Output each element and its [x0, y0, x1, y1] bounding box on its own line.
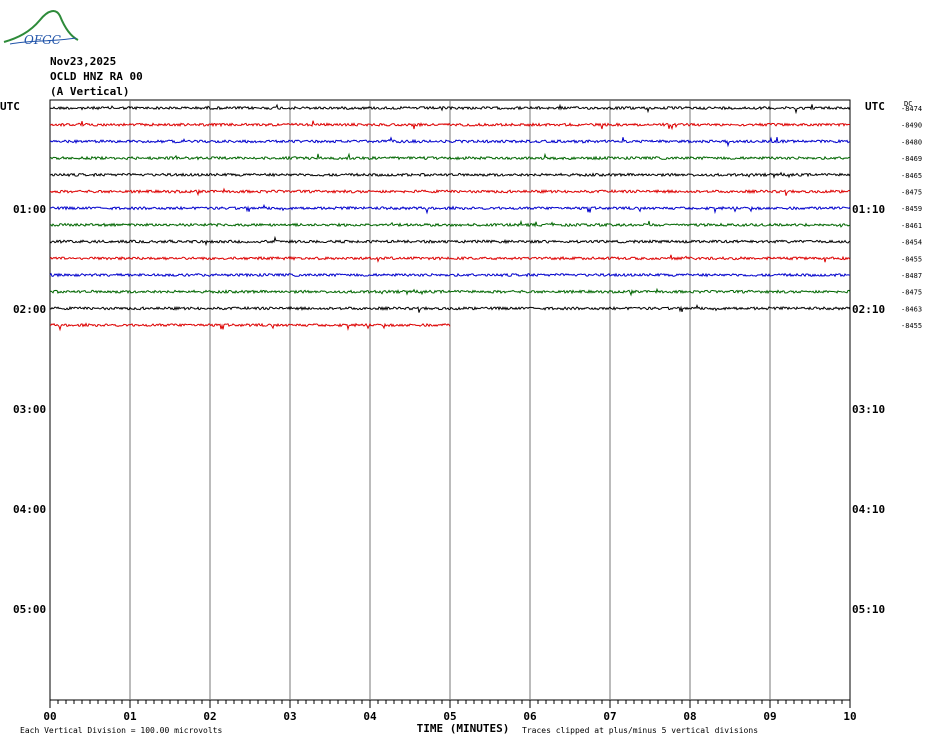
right-time-label: 03:10: [852, 403, 885, 416]
dc-offset-label: -8487: [901, 272, 922, 280]
header-component: (A Vertical): [50, 85, 130, 98]
dc-header: DC: [904, 100, 912, 108]
dc-offset-label: -8461: [901, 222, 922, 230]
x-tick-label: 04: [363, 710, 377, 723]
seismic-trace: [49, 120, 851, 131]
seismic-trace: [49, 219, 851, 228]
dc-offset-label: -8475: [901, 189, 922, 197]
trace-group: [49, 103, 851, 332]
header-station: OCLD HNZ RA 00: [50, 70, 143, 83]
x-tick-label: 09: [763, 710, 776, 723]
logo-text: OFGC: [24, 33, 61, 47]
utc-label-left: UTC: [0, 100, 20, 113]
dc-offset-label: -8469: [901, 155, 922, 163]
dc-offset-label: -8455: [901, 322, 922, 330]
seismic-trace: [49, 304, 851, 313]
seismic-trace: [49, 203, 851, 215]
seismic-trace: [49, 254, 851, 263]
left-time-label: 02:00: [13, 303, 46, 316]
x-tick-label: 08: [683, 710, 696, 723]
x-tick-label: 05: [443, 710, 456, 723]
left-time-label: 01:00: [13, 203, 46, 216]
x-axis-label: TIME (MINUTES): [417, 722, 510, 735]
utc-label-right: UTC: [865, 100, 885, 113]
x-tick-label: 03: [283, 710, 296, 723]
label-group: 00 01 02 03 04 05 06 07 08 09 10 TIME (MINUTES) UTC U…: [0, 100, 922, 735]
dc-offset-label: -8454: [901, 239, 922, 247]
right-time-label: 02:10: [852, 303, 885, 316]
plot-grid: [49, 99, 851, 708]
dc-offset-label: -8459: [901, 205, 922, 213]
seismic-trace: [50, 322, 451, 332]
seismic-trace: [49, 136, 851, 148]
right-time-label: 04:10: [852, 503, 885, 516]
x-tick-label: 01: [123, 710, 137, 723]
right-time-label: 01:10: [852, 203, 885, 216]
seismic-trace: [49, 152, 851, 161]
seismic-trace: [49, 272, 851, 278]
seismic-trace: [49, 235, 851, 247]
left-time-label: 03:00: [13, 403, 46, 416]
right-time-label: 05:10: [852, 603, 885, 616]
seismic-trace: [49, 287, 851, 297]
seismic-trace: [49, 171, 851, 179]
x-tick-label: 02: [203, 710, 216, 723]
seismic-trace: [49, 187, 851, 197]
dc-offset-label: -8455: [901, 255, 922, 263]
left-time-label: 05:00: [13, 603, 46, 616]
x-tick-label: 07: [603, 710, 616, 723]
x-tick-label: 10: [843, 710, 856, 723]
dc-offset-label: -8480: [901, 138, 922, 146]
x-tick-label: 06: [523, 710, 537, 723]
seismic-trace: [49, 103, 851, 115]
footer-clip-note: Traces clipped at plus/minus 5 vertical …: [522, 726, 758, 735]
left-time-label: 04:00: [13, 503, 46, 516]
dc-offset-label: -8475: [901, 289, 922, 297]
header-date: Nov23,2025: [50, 55, 117, 68]
footer-scale-note: Each Vertical Division = 100.00 microvol…: [20, 726, 222, 735]
dc-offset-label: -8490: [901, 122, 922, 130]
ofgc-logo: OFGC: [3, 10, 79, 47]
x-tick-label: 00: [43, 710, 56, 723]
dc-offset-label: -8465: [901, 172, 922, 180]
dc-offset-label: -8463: [901, 305, 922, 313]
dc-offset-label: -8474: [901, 105, 922, 113]
